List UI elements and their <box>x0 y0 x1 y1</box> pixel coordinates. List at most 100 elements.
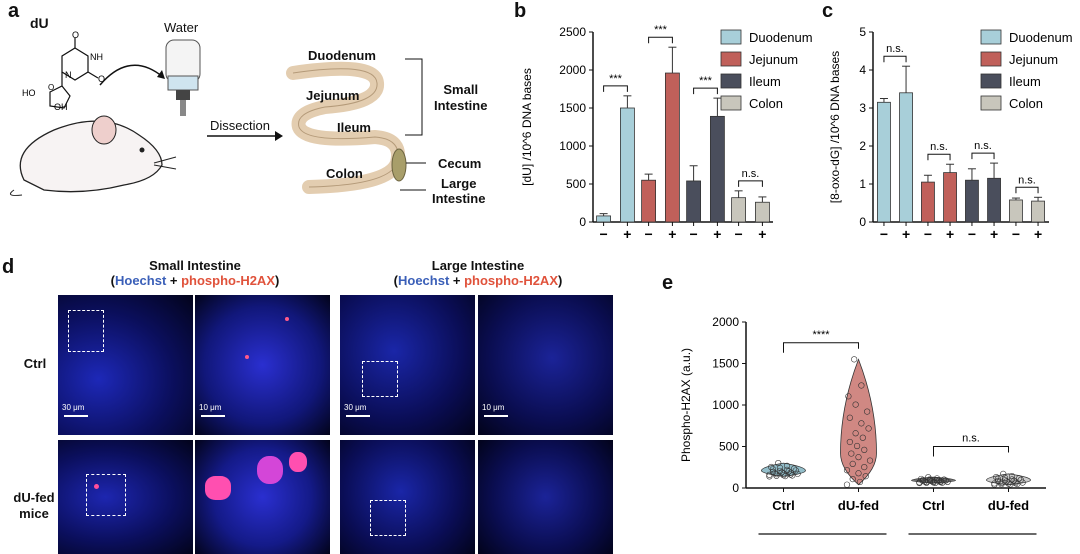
data-point <box>849 476 856 483</box>
small-title-text: Small Intestine <box>149 258 241 273</box>
data-point <box>1001 474 1009 481</box>
data-point <box>861 463 868 471</box>
data-point <box>851 356 858 363</box>
data-point <box>766 473 773 480</box>
legend-swatch <box>980 51 1002 67</box>
significance-bracket <box>603 85 628 92</box>
legend-swatch <box>980 95 1002 111</box>
bar <box>921 181 935 223</box>
data-point <box>1000 470 1007 477</box>
micro-li-du-zoom <box>478 440 613 554</box>
x-tick-label: + <box>713 226 721 242</box>
bar <box>754 201 770 223</box>
data-point <box>994 475 1002 483</box>
x-tick-label: − <box>645 226 653 242</box>
data-point <box>787 469 794 476</box>
significance-label: n.s. <box>974 140 992 152</box>
ileum-label: Ileum <box>337 120 371 135</box>
data-point <box>1005 479 1012 486</box>
x-tick-label: − <box>880 226 888 242</box>
data-point <box>865 425 872 432</box>
legend-swatch <box>720 29 742 45</box>
bar <box>965 179 979 223</box>
micro-si-du-zoom <box>195 440 330 554</box>
dissection-label: Dissection <box>210 118 270 133</box>
y-axis-label: [dU] /10^6 DNA bases <box>520 68 534 186</box>
micro-li-ctrl-zoom: 10 μm <box>478 295 613 435</box>
water-bottle-icon <box>165 39 201 116</box>
x-tick-label: dU-fed <box>988 498 1029 513</box>
significance-label: n.s. <box>930 141 948 153</box>
dissection-arrow-icon <box>207 131 283 141</box>
data-point <box>919 476 927 484</box>
significance-label: n.s. <box>742 168 760 180</box>
data-point <box>766 471 773 478</box>
data-point <box>994 477 1002 485</box>
chem-ho: HO <box>22 88 36 98</box>
data-point <box>1012 478 1019 485</box>
chart-e: 0 500 1000 1500 2000 Phospho-H2AX (a.u.) Ctrl d… <box>679 315 1046 535</box>
x-tick-label: + <box>758 226 766 242</box>
stain-hoechst: Hoechst <box>397 273 450 288</box>
small-stain-line: (Hoechst + phospho-H2AX) <box>60 273 330 288</box>
micro-li-ctrl-overview: 30 μm <box>340 295 475 435</box>
colon-label: Colon <box>326 166 363 181</box>
significance-label: *** <box>699 75 713 87</box>
data-point <box>858 382 865 389</box>
compound-label: dU <box>30 15 49 31</box>
significance-label: n.s. <box>962 433 980 445</box>
micro-si-du-overview <box>58 440 193 554</box>
small-intestine-title: Small Intestine (Hoechst + phospho-H2AX) <box>60 258 330 288</box>
data-point <box>991 480 998 487</box>
significance-bracket <box>693 87 718 95</box>
data-point <box>769 466 777 473</box>
data-point <box>852 401 859 408</box>
data-point <box>780 470 787 477</box>
data-point <box>848 450 855 457</box>
paren-close: ) <box>275 273 280 288</box>
significance-bracket <box>933 446 1009 457</box>
stain-plus: + <box>449 273 465 288</box>
data-point <box>768 463 775 471</box>
x-tick-label: + <box>990 226 998 242</box>
paren-open: ( <box>393 273 398 288</box>
y-tick-label: 3 <box>859 101 866 115</box>
x-tick-label: Ctrl <box>772 498 794 513</box>
legend-label: Jejunum <box>1009 52 1058 67</box>
significance-bracket <box>883 55 907 63</box>
bar <box>987 177 1001 223</box>
jejunum-label: Jejunum <box>306 88 360 103</box>
stain-h2ax: phospho-H2AX <box>464 273 558 288</box>
chem-nh: NH <box>90 52 103 62</box>
legend-label: Ileum <box>749 74 781 89</box>
data-point <box>855 454 862 461</box>
panel-label-c: c <box>822 0 834 22</box>
data-point <box>1007 481 1014 488</box>
data-point <box>853 442 861 450</box>
x-tick-label: − <box>968 226 976 242</box>
y-tick-label: 2000 <box>712 315 739 329</box>
data-point <box>843 481 851 488</box>
large-title-text: Large Intestine <box>431 258 525 273</box>
data-point <box>790 465 798 472</box>
paren-close: ) <box>558 273 563 288</box>
significance-bracket <box>783 342 859 353</box>
small-intestine-label: Small Intestine <box>434 82 488 113</box>
data-point <box>846 438 853 446</box>
legend-label: Ileum <box>1009 74 1041 89</box>
legend-swatch <box>720 73 742 89</box>
y-tick-label: 1500 <box>712 357 739 371</box>
data-point <box>1014 480 1021 488</box>
water-label: Water <box>164 20 199 35</box>
data-point <box>852 430 859 437</box>
data-point <box>1008 473 1016 480</box>
legend-label: Colon <box>1009 96 1043 111</box>
significance-label: n.s. <box>1018 174 1036 186</box>
bar <box>596 215 611 223</box>
data-point <box>778 469 785 476</box>
bar <box>620 107 635 223</box>
bar <box>664 72 680 223</box>
x-tick-label: − <box>924 226 932 242</box>
mouse-icon <box>9 115 177 196</box>
